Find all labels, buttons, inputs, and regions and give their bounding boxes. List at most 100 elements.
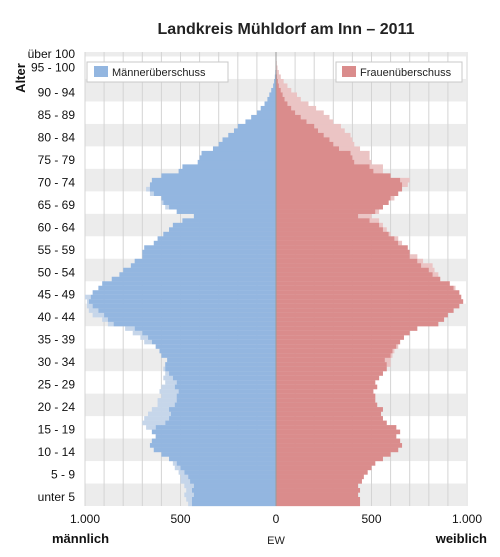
female-bar	[276, 231, 389, 237]
female-bar	[276, 204, 383, 210]
female-bar	[276, 308, 454, 313]
male-bar	[119, 272, 276, 277]
female-bar	[276, 141, 334, 147]
male-bar	[170, 411, 276, 417]
female-excess-bar	[369, 218, 380, 223]
female-bar	[276, 483, 359, 489]
female-bar	[276, 119, 307, 125]
male-bar	[174, 402, 276, 408]
legend-male-swatch	[94, 66, 108, 77]
female-bar	[276, 249, 410, 255]
male-bar	[151, 429, 276, 435]
female-excess-bar	[278, 83, 288, 89]
male-bar	[169, 456, 276, 462]
male-bar	[193, 483, 276, 489]
excess-bars	[85, 52, 456, 507]
male-excess-bar	[180, 474, 189, 480]
male-bar	[98, 285, 277, 291]
male-bar	[161, 452, 276, 457]
male-bar	[165, 362, 276, 367]
female-bar	[276, 321, 439, 327]
male-bar	[176, 393, 276, 399]
age-tick-label: 50 - 54	[38, 265, 76, 279]
female-bar	[276, 416, 383, 421]
male-bar	[134, 326, 276, 331]
female-bar	[276, 290, 460, 295]
female-excess-bar	[394, 236, 399, 241]
female-excess-bar	[339, 146, 361, 152]
female-bar	[276, 195, 391, 201]
male-bar	[130, 263, 276, 268]
female-bar	[276, 447, 399, 453]
female-bar	[276, 402, 378, 408]
female-bar	[276, 411, 382, 417]
male-bar	[188, 474, 276, 480]
male-excess-bar	[92, 312, 105, 318]
male-bar	[260, 105, 276, 111]
age-tick-label: unter 5	[38, 490, 76, 504]
female-bar	[276, 366, 387, 372]
female-bar	[276, 443, 403, 448]
female-excess-bar	[398, 240, 403, 246]
female-bar	[276, 375, 380, 381]
age-tick-label: 15 - 19	[38, 423, 76, 437]
female-bar	[276, 492, 359, 498]
male-bar	[169, 407, 276, 412]
female-excess-bar	[352, 155, 370, 161]
male-excess-bar	[159, 389, 179, 394]
age-tick-label: 25 - 29	[38, 378, 76, 392]
male-excess-bar	[172, 461, 177, 466]
male-bar	[151, 177, 276, 183]
female-bar	[276, 227, 383, 232]
female-bar	[276, 335, 404, 340]
male-excess-bar	[88, 308, 99, 313]
female-excess-bar	[291, 105, 317, 111]
age-tick-label: 85 - 89	[38, 108, 76, 122]
female-excess-bar	[318, 128, 345, 134]
male-excess-bar	[165, 204, 170, 210]
female-bar	[276, 384, 378, 390]
female-bar	[276, 393, 376, 399]
male-bar	[233, 128, 276, 134]
male-bar	[178, 389, 276, 394]
male-excess-bar	[157, 402, 175, 408]
female-bar	[276, 326, 418, 331]
female-excess-bar	[276, 65, 278, 71]
female-bar	[276, 285, 454, 291]
male-bar	[184, 470, 276, 475]
male-bar	[182, 164, 276, 170]
male-bar	[163, 200, 276, 205]
age-tick-label: 5 - 9	[51, 468, 75, 482]
female-bar	[276, 150, 351, 156]
male-bar	[222, 137, 276, 143]
female-bar	[276, 105, 292, 111]
x-axis-label-center: EW	[267, 535, 285, 547]
female-bar	[276, 497, 361, 502]
male-bar	[176, 380, 276, 385]
female-excess-bar	[314, 123, 341, 129]
male-bar	[142, 249, 276, 255]
female-bar	[276, 263, 422, 268]
female-bar	[276, 182, 403, 188]
male-excess-bar	[146, 186, 150, 192]
female-excess-bar	[369, 164, 383, 170]
male-bar	[142, 330, 276, 336]
female-excess-bar	[354, 159, 372, 165]
female-bar	[276, 222, 380, 228]
male-bar	[151, 339, 276, 345]
male-bar	[269, 92, 276, 98]
male-bar	[98, 308, 277, 313]
male-bar	[144, 245, 276, 250]
x-tick-label: 1.000	[70, 512, 100, 526]
x-tick-label: 500	[361, 512, 381, 526]
female-bar	[276, 380, 376, 385]
male-excess-bar	[140, 335, 149, 340]
female-bar	[276, 74, 278, 80]
female-excess-bar	[333, 141, 355, 147]
female-bar	[276, 465, 372, 471]
male-bar	[174, 384, 276, 390]
male-bar	[245, 119, 276, 125]
female-bar	[276, 83, 279, 89]
age-tick-label: 10 - 14	[38, 445, 76, 459]
male-bar	[178, 168, 276, 174]
